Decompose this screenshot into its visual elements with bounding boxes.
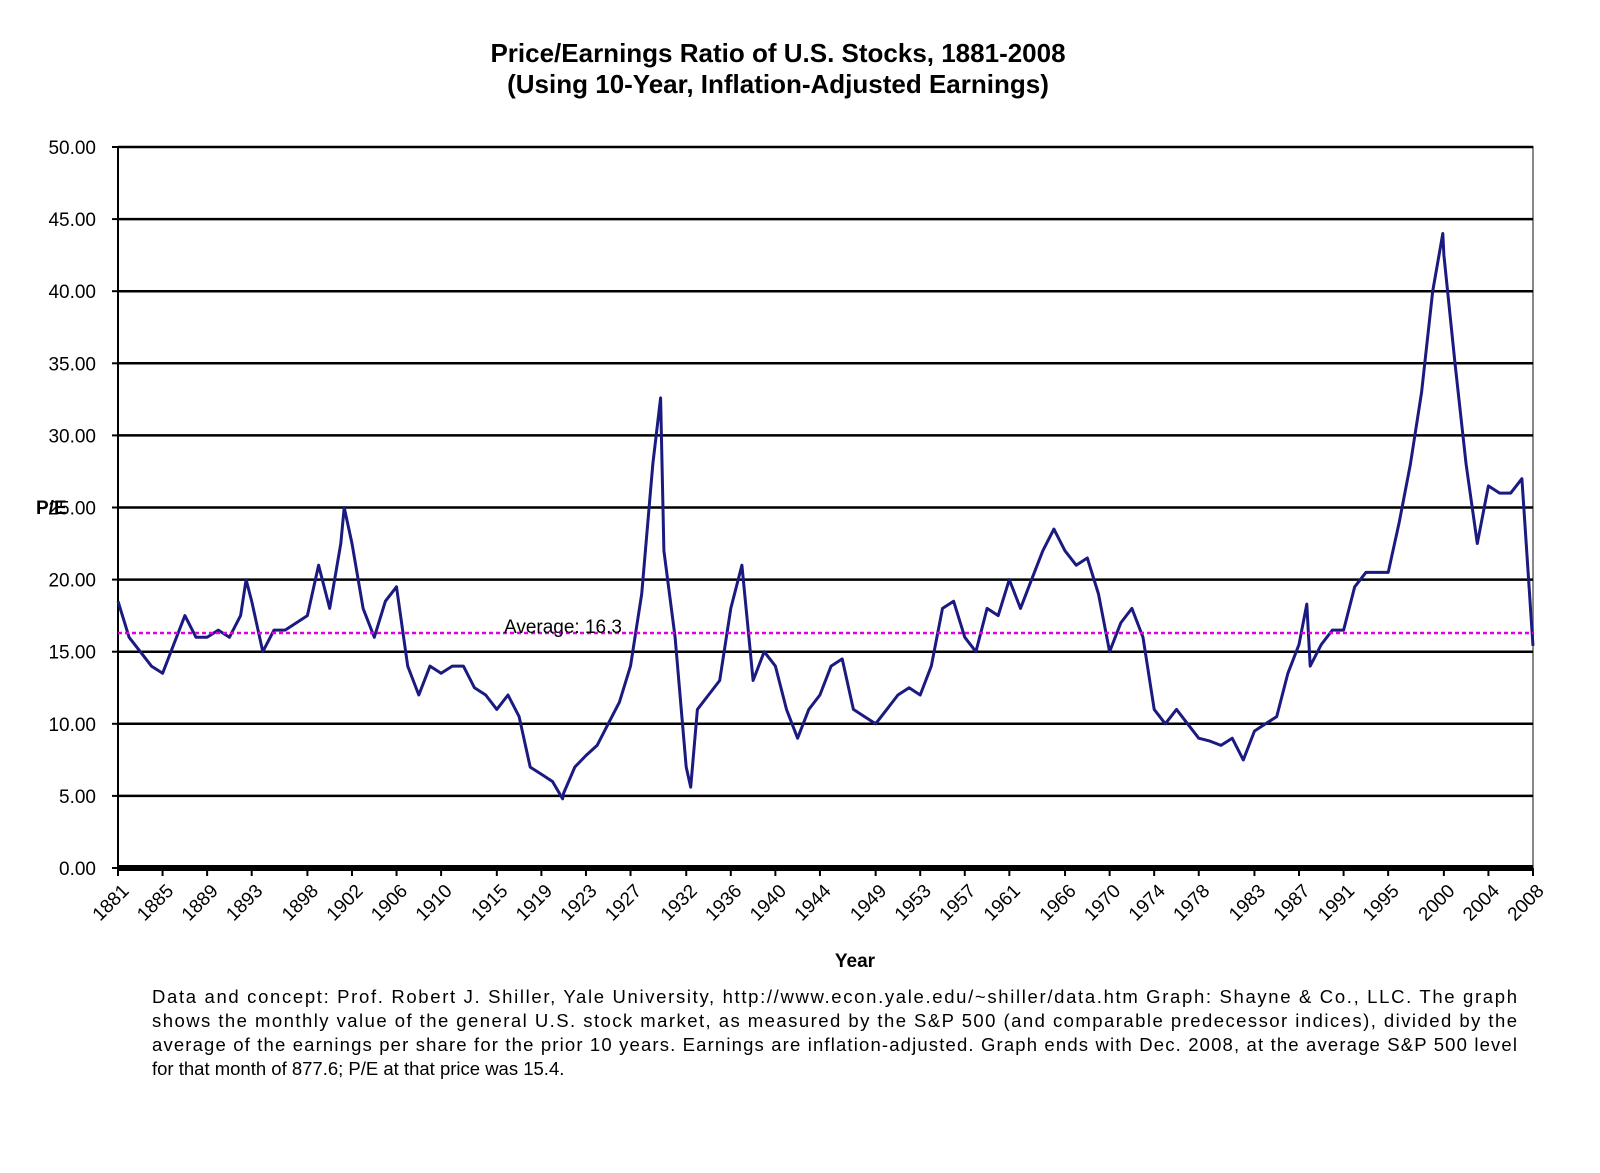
- x-tick-label: 1974: [1125, 880, 1170, 925]
- x-tick-label: 1915: [468, 881, 513, 926]
- x-tick-label: 1889: [178, 881, 223, 926]
- x-tick-label: 1881: [89, 881, 134, 926]
- x-tick-label: 1970: [1080, 881, 1125, 926]
- x-tick-label: 1987: [1270, 881, 1315, 926]
- x-tick-label: 1961: [980, 881, 1025, 926]
- footnote-line: shows the monthly value of the general U…: [152, 1010, 1517, 1031]
- x-tick-label: 1919: [512, 881, 557, 926]
- x-tick-label: 1978: [1170, 881, 1215, 926]
- x-tick-label: 1906: [367, 881, 412, 926]
- y-axis-label: P/E: [36, 498, 67, 519]
- x-tick-label: 1949: [846, 881, 891, 926]
- average-label: Average: 16.3: [504, 617, 622, 638]
- x-tick-label: 1983: [1225, 881, 1270, 926]
- y-tick-label: 0.00: [59, 859, 96, 880]
- x-tick-label: 1936: [702, 881, 747, 926]
- x-tick-label: 1910: [412, 881, 457, 926]
- y-tick-label: 40.00: [48, 282, 96, 303]
- x-tick-label: 1885: [133, 881, 178, 926]
- y-tick-label: 30.00: [48, 426, 96, 447]
- y-tick-label: 35.00: [48, 354, 96, 375]
- x-tick-label: 1923: [557, 881, 602, 926]
- x-tick-label: 1940: [746, 881, 791, 926]
- x-tick-label: 1902: [323, 881, 368, 926]
- y-tick-label: 20.00: [48, 571, 96, 592]
- y-tick-label: 25.00: [48, 499, 96, 520]
- y-tick-label: 45.00: [48, 210, 96, 231]
- x-axis-label: Year: [835, 951, 876, 972]
- x-tick-label: 1953: [891, 881, 936, 926]
- x-tick-label: 1944: [791, 880, 836, 925]
- y-tick-label: 5.00: [59, 787, 96, 808]
- x-tick-label: 2000: [1415, 881, 1460, 926]
- data-line: [116, 232, 1535, 801]
- y-tick-label: 10.00: [48, 715, 96, 736]
- x-tick-label: 1991: [1314, 881, 1359, 926]
- x-tick-label: 1893: [222, 881, 267, 926]
- chart-subtitle: (Using 10-Year, Inflation-Adjusted Earni…: [507, 69, 1049, 99]
- x-tick-label: 1927: [601, 881, 646, 926]
- y-tick-label: 50.00: [48, 138, 96, 159]
- footnote-line: average of the earnings per share for th…: [152, 1034, 1517, 1055]
- x-tick-label: 2008: [1504, 881, 1549, 926]
- chart-title: Price/Earnings Ratio of U.S. Stocks, 188…: [490, 38, 1065, 68]
- x-tick-label: 1932: [657, 881, 702, 926]
- x-tick-label: 1898: [278, 881, 323, 926]
- x-tick-label: 2004: [1459, 880, 1504, 925]
- y-tick-label: 15.00: [48, 643, 96, 664]
- x-tick-label: 1966: [1036, 881, 1081, 926]
- x-tick-label: 1957: [936, 881, 981, 926]
- x-tick-label: 1995: [1359, 881, 1404, 926]
- footnote-line: Data and concept: Prof. Robert J. Shille…: [152, 986, 1517, 1007]
- footnote: Data and concept: Prof. Robert J. Shille…: [152, 986, 1517, 1079]
- footnote-line: for that month of 877.6; P/E at that pri…: [152, 1058, 564, 1079]
